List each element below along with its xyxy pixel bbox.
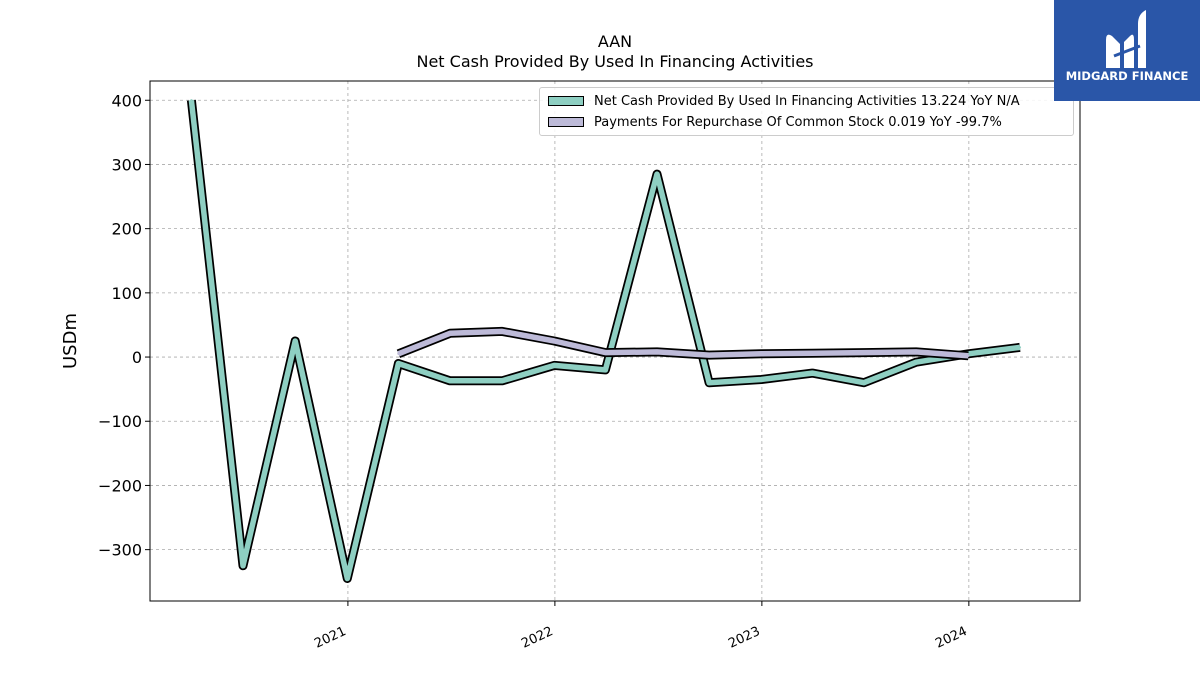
y-axis-ticks: 400 300 200 100 0 −100 −200 −300 bbox=[98, 91, 150, 560]
legend-label-net-cash: Net Cash Provided By Used In Financing A… bbox=[594, 93, 1020, 109]
data-point bbox=[190, 99, 193, 102]
series-outline-0 bbox=[186, 99, 1021, 583]
plot-area-frame bbox=[149, 80, 1081, 602]
y-tick-label: −100 bbox=[98, 412, 142, 431]
midgard-logo-icon bbox=[1106, 10, 1146, 68]
data-point bbox=[655, 350, 659, 354]
data-point bbox=[501, 330, 504, 333]
data-point bbox=[604, 351, 607, 354]
x-tick-label: 2024 bbox=[933, 624, 969, 652]
y-tick-label: 200 bbox=[111, 220, 142, 239]
data-point bbox=[760, 352, 763, 355]
logo-text: MIDGARD FINANCE bbox=[1065, 69, 1189, 83]
data-point bbox=[914, 361, 918, 364]
legend-label-repurchase: Payments For Repurchase Of Common Stock … bbox=[594, 114, 1002, 130]
data-point bbox=[604, 368, 607, 372]
legend-swatch-net-cash bbox=[548, 96, 584, 106]
series-line-1 bbox=[397, 328, 969, 359]
chart-legend: Net Cash Provided By Used In Financing A… bbox=[539, 87, 1074, 136]
data-point bbox=[862, 381, 866, 384]
y-tick-label: 400 bbox=[111, 91, 142, 110]
data-point bbox=[967, 354, 970, 357]
data-point bbox=[655, 172, 659, 176]
data-point bbox=[553, 364, 556, 367]
legend-entry-repurchase: Payments For Repurchase Of Common Stock … bbox=[548, 113, 1002, 131]
data-point bbox=[862, 351, 866, 354]
data-point bbox=[707, 353, 711, 357]
data-point bbox=[346, 577, 349, 580]
data-point bbox=[294, 339, 297, 343]
y-axis-label: USDm bbox=[60, 313, 81, 369]
x-tick-label: 2021 bbox=[312, 624, 348, 652]
y-tick-label: −200 bbox=[98, 476, 142, 495]
data-point bbox=[448, 379, 452, 382]
x-tick-label: 2023 bbox=[726, 624, 762, 652]
y-tick-label: 0 bbox=[132, 348, 142, 367]
data-point bbox=[397, 352, 400, 355]
data-point bbox=[448, 332, 452, 335]
data-point bbox=[811, 371, 814, 375]
legend-swatch-repurchase bbox=[548, 117, 584, 127]
legend-entry-net-cash: Net Cash Provided By Used In Financing A… bbox=[548, 92, 1020, 110]
data-point bbox=[1018, 346, 1022, 349]
x-tick-label: 2022 bbox=[519, 624, 555, 652]
data-point bbox=[553, 339, 556, 343]
data-point bbox=[914, 350, 918, 354]
data-point bbox=[811, 352, 814, 355]
y-tick-label: 100 bbox=[111, 284, 142, 303]
y-tick-label: 300 bbox=[111, 155, 142, 174]
midgard-finance-logo: MIDGARD FINANCE bbox=[1054, 0, 1200, 101]
y-tick-label: −300 bbox=[98, 541, 142, 560]
data-point bbox=[397, 362, 400, 365]
chart-subtitle: Net Cash Provided By Used In Financing A… bbox=[416, 52, 814, 71]
chart-title: AAN bbox=[597, 32, 633, 51]
x-axis-ticks: 2021 2022 2023 2024 bbox=[312, 601, 970, 652]
series-line-0 bbox=[188, 99, 1021, 582]
series-lines bbox=[186, 99, 1022, 583]
data-point bbox=[241, 564, 245, 567]
data-point bbox=[760, 378, 763, 381]
data-point bbox=[707, 381, 711, 384]
data-point bbox=[501, 379, 504, 382]
